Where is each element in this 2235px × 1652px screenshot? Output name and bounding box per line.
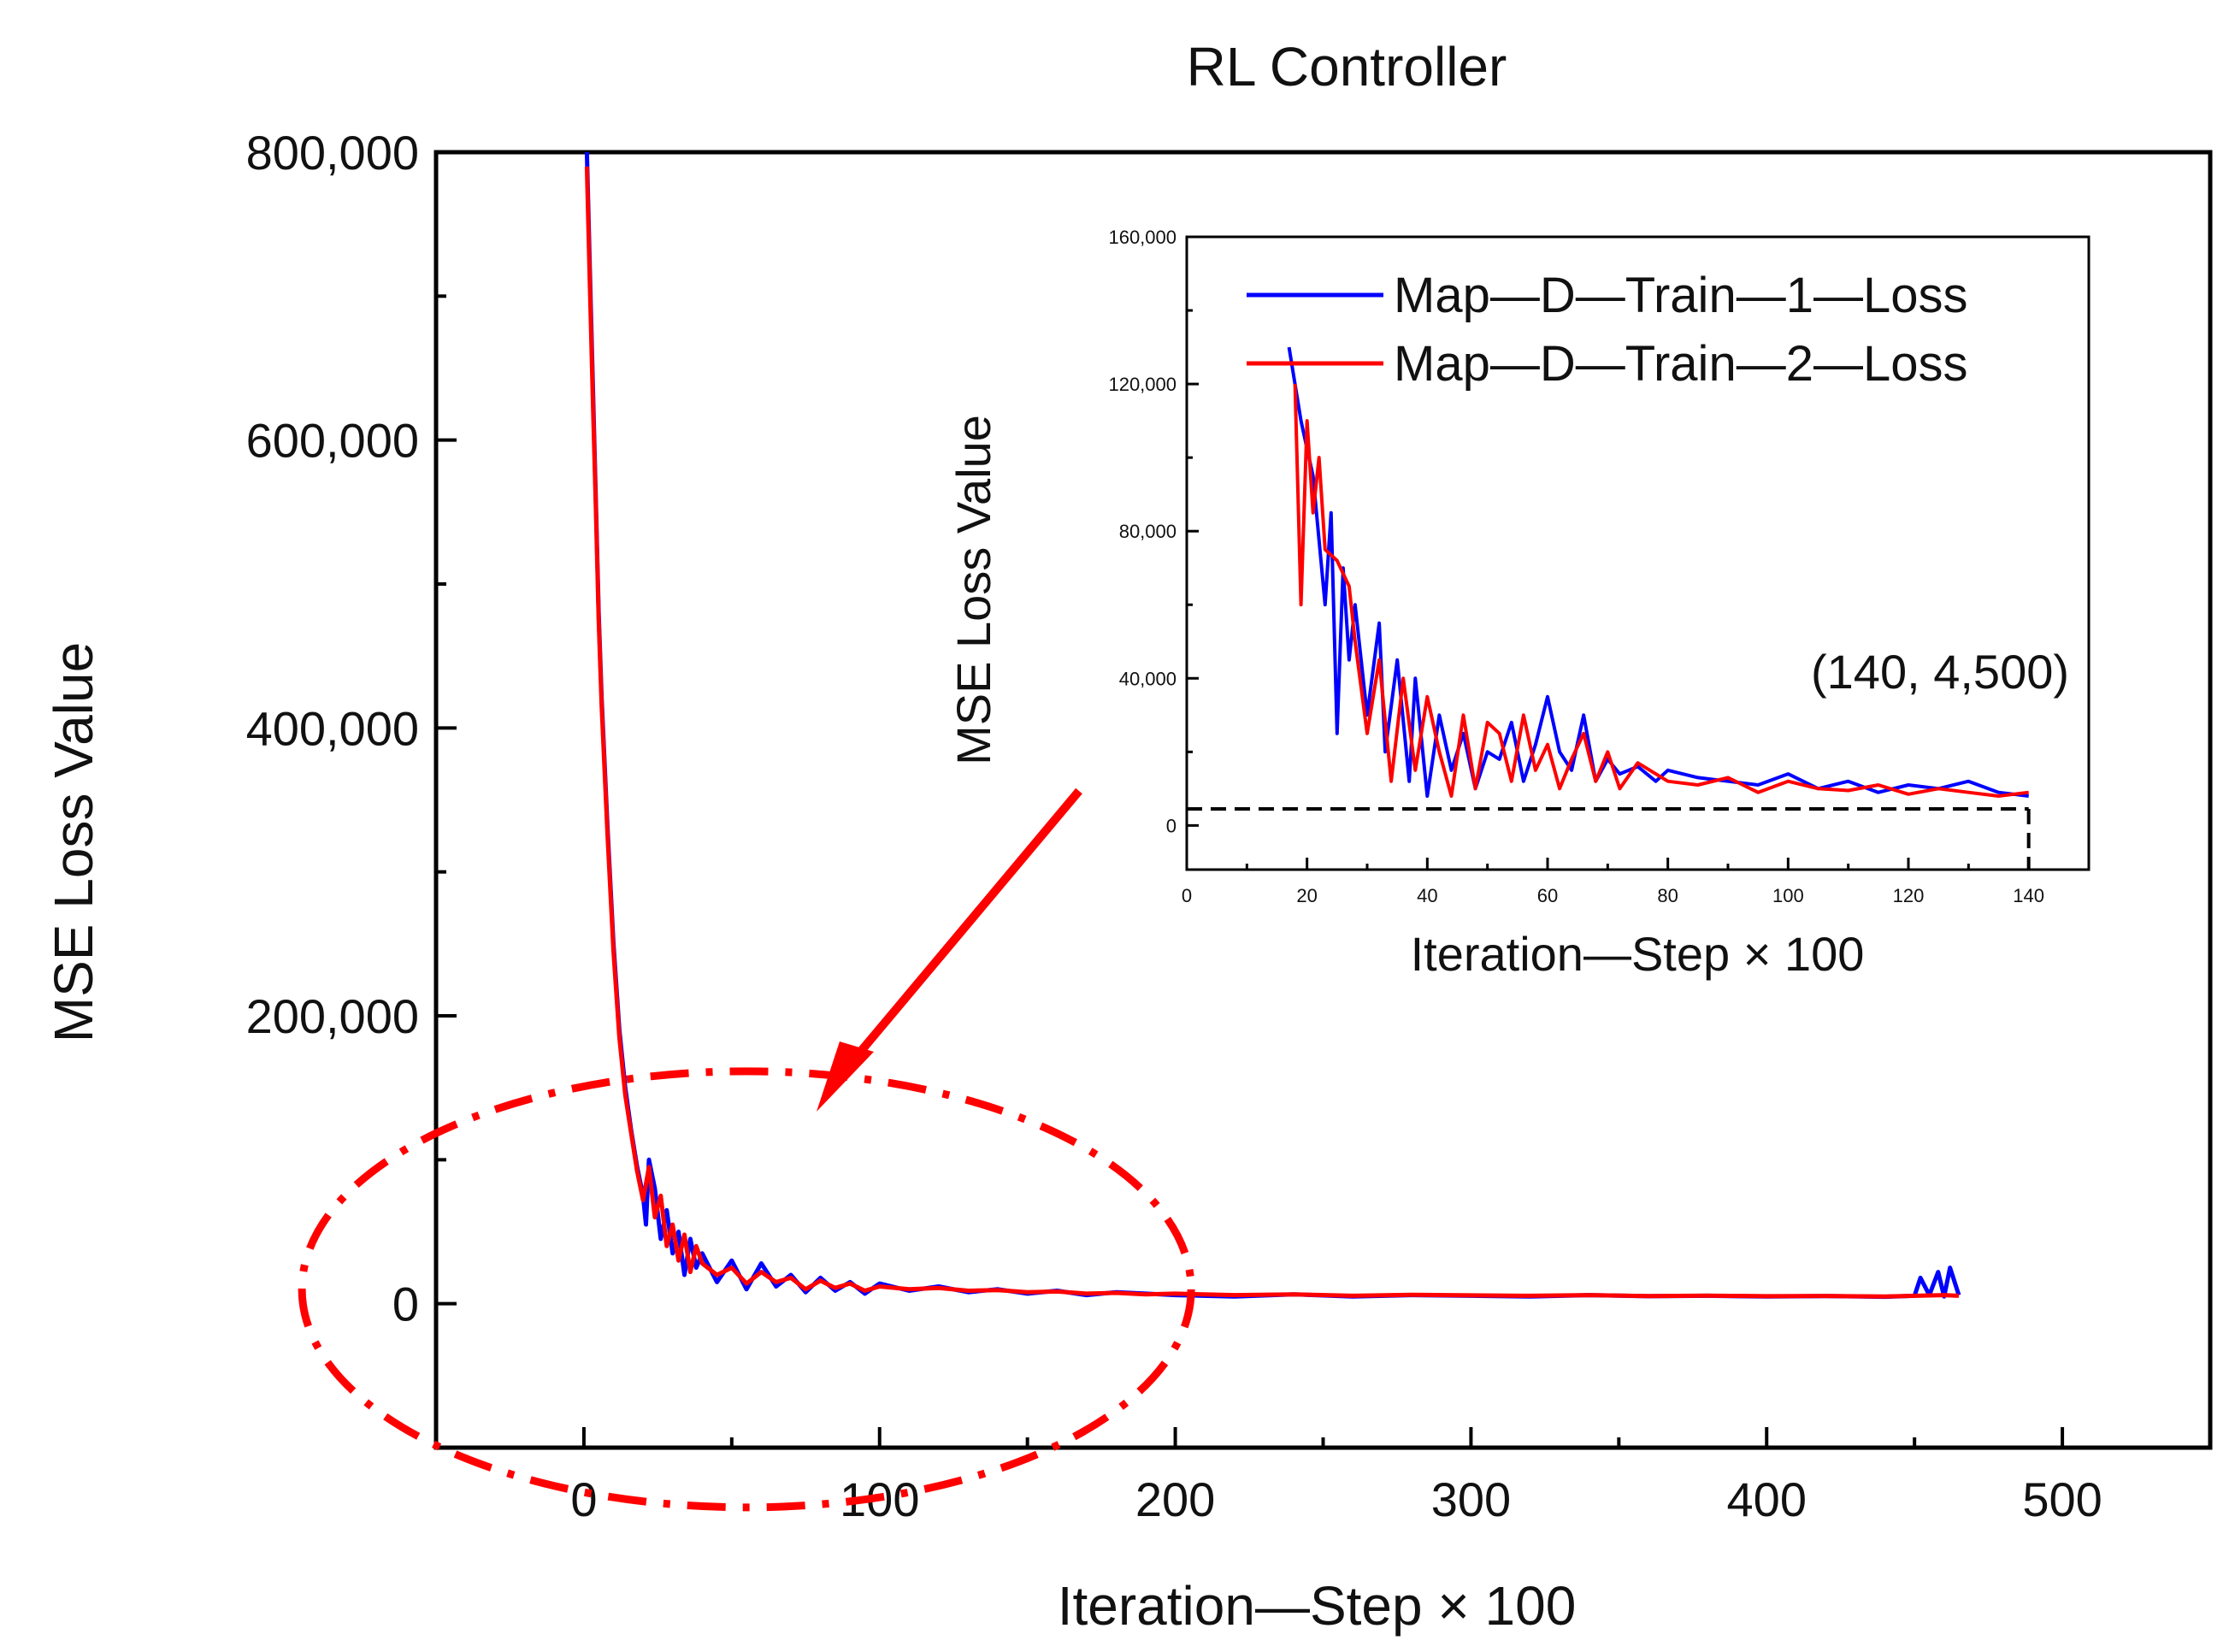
inset-plot-frame: [1185, 235, 2091, 871]
inset-x-ticks: 0 20 40 60 80 100 120 140: [1182, 858, 2044, 906]
inset-series-group: [1287, 346, 2029, 798]
legend-label-series-1: Map—D—Train—1—Loss: [1394, 268, 1967, 323]
inset-series-line-2: [1293, 384, 2029, 798]
inset-x-tick-label: 100: [1772, 885, 1804, 906]
main-y-tick-label: 800,000: [246, 126, 419, 180]
highlight-ellipse: [298, 1067, 1195, 1512]
inset-reference-line: [1187, 807, 2031, 870]
main-annotations: [298, 788, 1195, 1512]
main-chart-title: RL Controller: [1187, 36, 1507, 97]
inset-y-tick-label: 160,000: [1108, 227, 1176, 248]
main-x-axis-label: Iteration—Step × 100: [1058, 1575, 1577, 1637]
main-x-tick-label: 400: [1727, 1472, 1807, 1526]
main-chart: RL Controller 0 100 200 300 400 500 0200,0004…: [43, 36, 2213, 1637]
legend-label-series-2: Map—D—Train—2—Loss: [1394, 336, 1967, 392]
inset-y-tick-label: 80,000: [1119, 521, 1176, 542]
main-y-tick-label: 0: [392, 1277, 419, 1331]
main-series-line-2: [584, 166, 1960, 1299]
inset-legend: Map—D—Train—1—Loss Map—D—Train—2—Loss: [1247, 268, 1967, 392]
main-x-tick-label: 0: [570, 1472, 597, 1526]
inset-y-axis-label: MSE Loss Value: [946, 415, 1000, 765]
inset-x-axis-label: Iteration—Step × 100: [1411, 927, 1865, 981]
main-x-tick-label: 200: [1135, 1472, 1215, 1526]
inset-y-tick-label: 0: [1166, 815, 1176, 836]
inset-x-tick-label: 140: [2013, 885, 2044, 906]
arrow-shaft: [850, 788, 1082, 1064]
main-series-group: [584, 151, 1961, 1300]
main-y-tick-label: 200,000: [246, 989, 419, 1043]
inset-y-tick-label: 40,000: [1119, 668, 1176, 689]
inset-y-ticks: 0 40,000 80,000 120,000 160,000: [1108, 227, 1199, 836]
inset-x-tick-label: 60: [1537, 885, 1558, 906]
inset-x-tick-label: 20: [1296, 885, 1317, 906]
main-y-tick-label: 600,000: [246, 414, 419, 468]
inset-x-tick-label: 0: [1182, 885, 1192, 906]
inset-plot-background: [1187, 237, 2089, 870]
inset-y-tick-label: 120,000: [1108, 374, 1176, 395]
inset-x-tick-label: 120: [1893, 885, 1925, 906]
main-y-ticks: 0 200,000 400,000 600,000 800,000: [246, 126, 457, 1331]
main-y-tick-label: 400,000: [246, 701, 419, 755]
arrow-head: [817, 1041, 874, 1112]
main-y-axis-label: MSE Loss Value: [43, 642, 104, 1042]
main-x-tick-label: 300: [1431, 1472, 1511, 1526]
main-x-tick-label: 500: [2022, 1472, 2102, 1526]
inset-x-tick-label: 80: [1657, 885, 1678, 906]
inset-annotation-label: (140, 4,500): [1811, 645, 2069, 699]
inset-x-tick-label: 40: [1417, 885, 1437, 906]
main-x-ticks: 0 100 200 300 400 500: [570, 1427, 2102, 1526]
inset-chart: 0 20 40 60 80 100 120 140 0 40,000 80,000 120,000 1…: [946, 227, 2091, 981]
